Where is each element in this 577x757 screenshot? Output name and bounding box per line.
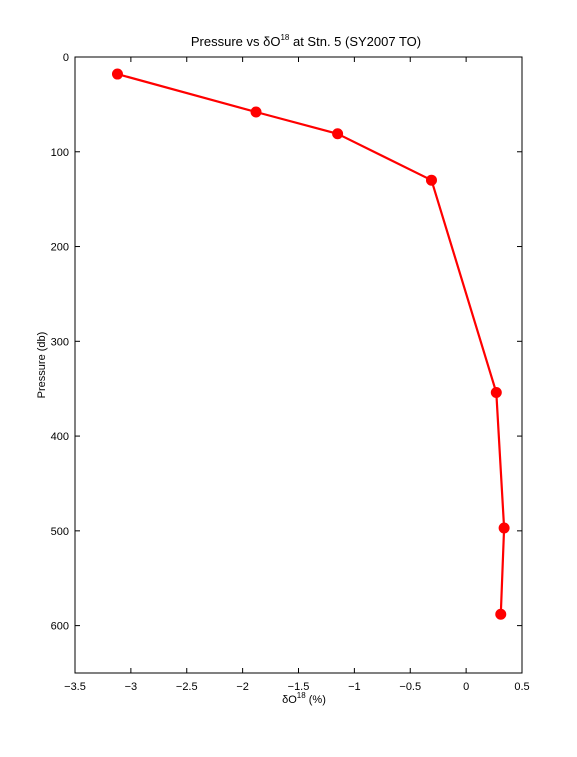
x-tick-label: −3.5 <box>64 681 86 693</box>
y-tick-label: 0 <box>63 52 69 64</box>
data-point <box>250 106 262 118</box>
x-axis-title: δO18 (%) <box>282 691 326 706</box>
x-axis-title-rest: (%) <box>306 694 326 706</box>
y-tick-label: 600 <box>51 621 69 633</box>
chart-title-main: Pressure vs δO <box>191 34 281 49</box>
y-axis-title: Pressure (db) <box>36 332 48 399</box>
data-point <box>495 608 507 620</box>
x-axis-title-superscript: 18 <box>297 691 306 700</box>
y-tick-label: 500 <box>51 526 69 538</box>
y-tick-label: 400 <box>51 431 69 443</box>
y-axis-ticks: 0 100 200 300 400 500 600 <box>51 52 522 633</box>
series-layer <box>111 68 510 620</box>
data-point <box>425 174 437 186</box>
x-tick-label: 0.5 <box>514 681 529 693</box>
x-tick-label: −1.5 <box>288 681 310 693</box>
data-point <box>332 128 344 140</box>
x-axis-ticks: −3.5 −3 −2.5 −2 −1.5 −1 −0.5 0 0.5 <box>64 57 530 693</box>
data-point <box>498 522 510 534</box>
plot-area <box>74 56 523 674</box>
x-tick-label: −2.5 <box>176 681 198 693</box>
y-tick-label: 200 <box>51 242 69 254</box>
y-tick-label: 100 <box>51 147 69 159</box>
chart-title: Pressure vs δO18 at Stn. 5 (SY2007 TO) <box>191 33 421 49</box>
x-axis-title-main: δO <box>282 694 297 706</box>
data-point <box>111 68 123 80</box>
x-tick-label: −3 <box>125 681 138 693</box>
chart-title-rest: at Stn. 5 (SY2007 TO) <box>289 34 421 49</box>
chart-title-superscript: 18 <box>280 33 289 42</box>
y-tick-label: 300 <box>51 336 69 348</box>
x-tick-label: −0.5 <box>399 681 421 693</box>
data-point <box>490 386 502 398</box>
x-tick-label: −2 <box>236 681 249 693</box>
x-tick-label: 0 <box>463 681 469 693</box>
x-tick-label: −1 <box>348 681 361 693</box>
